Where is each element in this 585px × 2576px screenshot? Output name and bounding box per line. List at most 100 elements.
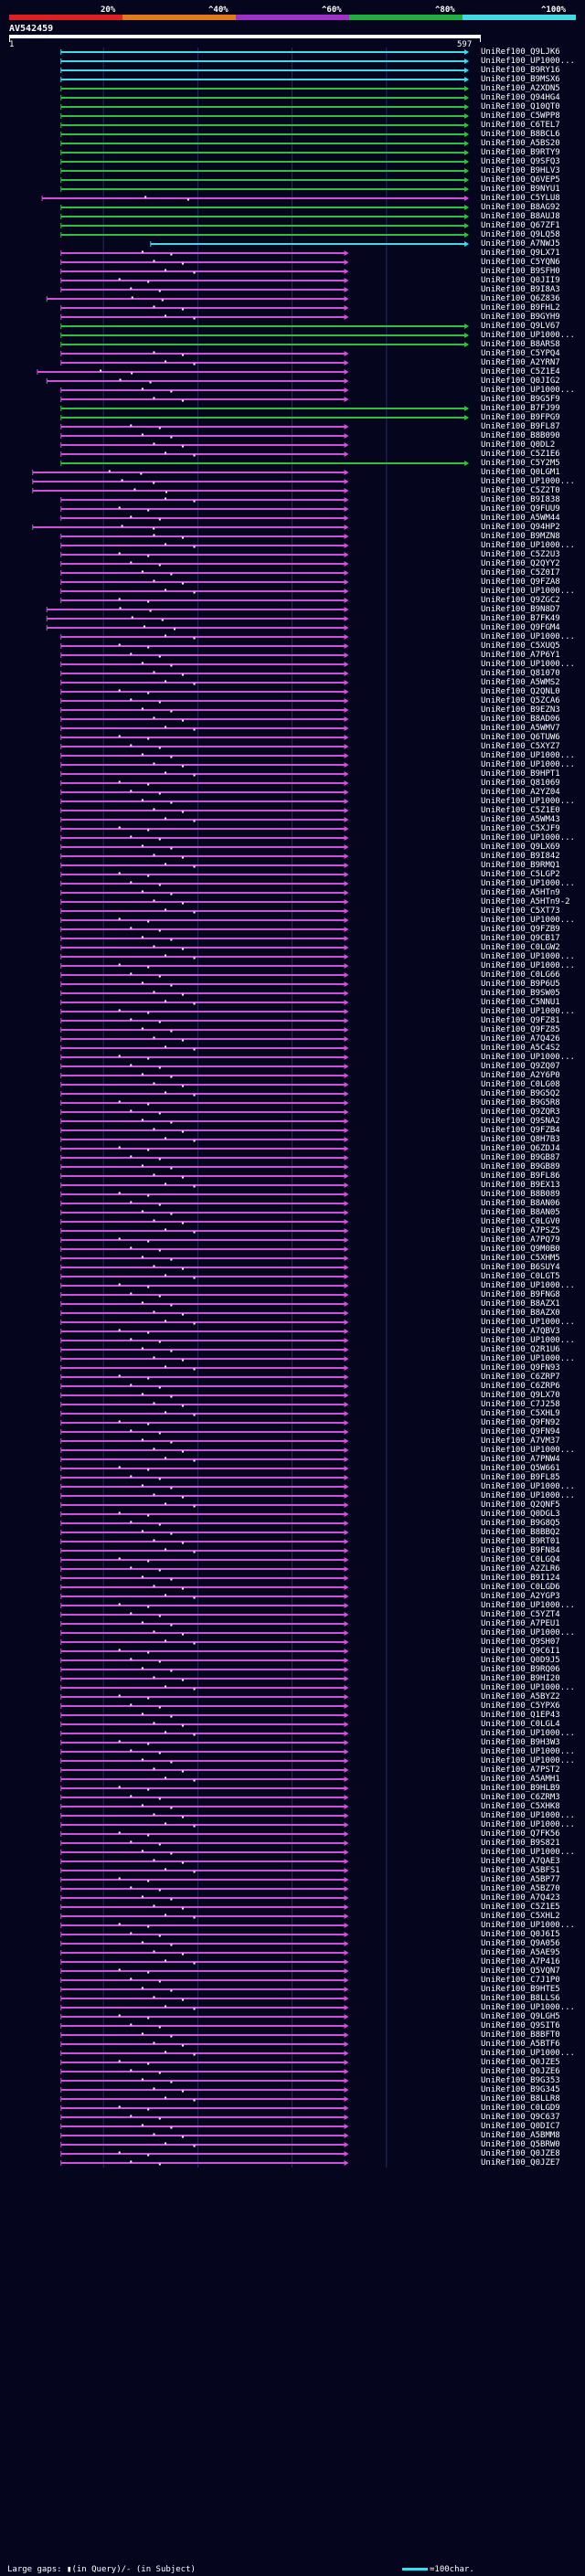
hit-row[interactable] [60, 461, 470, 466]
hit-label[interactable]: UniRef100_B9S821 [481, 1839, 560, 1848]
hit-row[interactable] [60, 104, 470, 110]
hit-label[interactable]: UniRef100_Q10QT0 [481, 102, 560, 111]
hit-row[interactable] [60, 945, 349, 950]
hit-label[interactable]: UniRef100_B9RQ06 [481, 1665, 560, 1674]
hit-row[interactable] [60, 1621, 349, 1627]
hit-label[interactable]: UniRef100_B9MZN8 [481, 532, 560, 541]
hit-row[interactable] [60, 680, 349, 685]
hit-label[interactable]: UniRef100_B9P6U5 [481, 980, 560, 989]
hit-row[interactable] [60, 1977, 349, 1983]
hit-row[interactable] [60, 1731, 349, 1736]
hit-row[interactable] [60, 936, 349, 941]
hit-row[interactable] [60, 1091, 349, 1097]
hit-label[interactable]: UniRef100_B9FPG9 [481, 413, 560, 422]
hit-row[interactable] [60, 95, 470, 101]
hit-row[interactable] [60, 113, 470, 119]
hit-row[interactable] [60, 1767, 349, 1773]
hit-row[interactable] [60, 1475, 349, 1480]
hit-label[interactable]: UniRef100_UP1000... [481, 1811, 575, 1820]
hit-row[interactable] [60, 1274, 349, 1279]
hit-label[interactable]: UniRef100_B9EZN3 [481, 705, 560, 715]
hit-label[interactable]: UniRef100_B6SUY4 [481, 1263, 560, 1272]
hit-row[interactable] [60, 1694, 349, 1700]
hit-row[interactable] [60, 1411, 349, 1416]
hit-row[interactable] [60, 1795, 349, 1800]
hit-label[interactable]: UniRef100_C5XHK8 [481, 1802, 560, 1811]
hit-label[interactable]: UniRef100_A5WMS2 [481, 678, 560, 687]
hit-row[interactable] [60, 972, 349, 978]
hit-label[interactable]: UniRef100_UP1000... [481, 1336, 575, 1345]
hit-label[interactable]: UniRef100_B8AZX0 [481, 1309, 560, 1318]
hit-row[interactable] [60, 433, 349, 439]
hit-label[interactable]: UniRef100_C5Z2T0 [481, 486, 560, 495]
hit-label[interactable]: UniRef100_B9I124 [481, 1574, 560, 1583]
hit-row[interactable] [60, 598, 349, 603]
hit-label[interactable]: UniRef100_C5Z0I7 [481, 568, 560, 578]
hit-label[interactable]: UniRef100_Q8H7B3 [481, 1135, 560, 1144]
hit-label[interactable]: UniRef100_B8BFT0 [481, 2030, 560, 2040]
hit-row[interactable] [60, 2160, 349, 2166]
hit-row[interactable] [60, 1676, 349, 1681]
hit-label[interactable]: UniRef100_UP1000... [481, 1007, 575, 1016]
hit-label[interactable]: UniRef100_UP1000... [481, 632, 575, 641]
hit-row[interactable] [60, 223, 470, 228]
hit-label[interactable]: UniRef100_C6ZRP7 [481, 1373, 560, 1382]
hit-label[interactable]: UniRef100_C5XYZ7 [481, 742, 560, 751]
hit-label[interactable]: UniRef100_Q9SFQ3 [481, 157, 560, 166]
hit-label[interactable]: UniRef100_Q9FZB4 [481, 1126, 560, 1135]
hit-label[interactable]: UniRef100_Q2QNF5 [481, 1500, 560, 1510]
hit-row[interactable] [60, 424, 349, 429]
hit-label[interactable]: UniRef100_UP1000... [481, 1683, 575, 1692]
hit-row[interactable] [60, 2105, 349, 2111]
hit-label[interactable]: UniRef100_C0LGV0 [481, 1217, 560, 1226]
hit-row[interactable] [60, 1447, 349, 1453]
hit-label[interactable]: UniRef100_Q67ZF1 [481, 221, 560, 230]
hit-row[interactable] [60, 1466, 349, 1471]
hit-row[interactable] [60, 1155, 349, 1161]
hit-row[interactable] [60, 689, 349, 694]
hit-label[interactable]: UniRef100_UP1000... [481, 952, 575, 961]
hit-row[interactable] [60, 844, 349, 850]
hit-row[interactable] [60, 863, 349, 868]
hit-row[interactable] [60, 1904, 349, 1910]
hit-row[interactable] [60, 250, 349, 256]
hit-label[interactable]: UniRef100_Q0JIG2 [481, 376, 560, 386]
hit-row[interactable] [60, 168, 470, 174]
hit-label[interactable]: UniRef100_A2YGP3 [481, 1592, 560, 1601]
hit-label[interactable]: UniRef100_Q9ZQR3 [481, 1108, 560, 1117]
hit-label[interactable]: UniRef100_Q9LX70 [481, 1391, 560, 1400]
hit-label[interactable]: UniRef100_Q0JZE7 [481, 2158, 560, 2168]
hit-label[interactable]: UniRef100_Q9SNA2 [481, 1117, 560, 1126]
hit-row[interactable] [60, 1703, 349, 1709]
hit-row[interactable] [60, 963, 349, 969]
hit-label[interactable]: UniRef100_UP1000... [481, 2003, 575, 2012]
hit-row[interactable] [60, 1557, 349, 1563]
hit-label[interactable]: UniRef100_B9I842 [481, 852, 560, 861]
hit-label[interactable]: UniRef100_UP1000... [481, 477, 575, 486]
hit-label[interactable]: UniRef100_Q6ZDJ4 [481, 1144, 560, 1153]
hit-row[interactable] [60, 570, 349, 576]
hit-row[interactable] [60, 122, 470, 128]
hit-row[interactable] [60, 534, 349, 539]
hit-label[interactable]: UniRef100_A5HTn9-2 [481, 897, 570, 906]
hit-label[interactable]: UniRef100_A2Y6P0 [481, 1071, 560, 1080]
hit-row[interactable] [60, 1667, 349, 1672]
hit-row[interactable] [60, 1420, 349, 1426]
hit-row[interactable] [60, 2142, 349, 2147]
hit-label[interactable]: UniRef100_Q6Z836 [481, 294, 560, 303]
hit-row[interactable] [60, 1237, 349, 1243]
hit-label[interactable]: UniRef100_UP1000... [481, 1318, 575, 1327]
hit-row[interactable] [60, 77, 470, 82]
hit-row[interactable] [60, 1118, 349, 1124]
hit-label[interactable]: UniRef100_B7FK49 [481, 614, 560, 623]
hit-row[interactable] [60, 826, 349, 832]
hit-row[interactable] [60, 1265, 349, 1270]
hit-label[interactable]: UniRef100_C5LGP2 [481, 870, 560, 879]
hit-label[interactable]: UniRef100_A5WM43 [481, 815, 560, 824]
hit-label[interactable]: UniRef100_B8LLS6 [481, 1994, 560, 2003]
hit-label[interactable]: UniRef100_C6TEL7 [481, 121, 560, 130]
hit-label[interactable]: UniRef100_C5Z1E0 [481, 806, 560, 815]
hit-row[interactable] [60, 1959, 349, 1965]
hit-row[interactable] [60, 2023, 349, 2029]
hit-label[interactable]: UniRef100_Q2QNL0 [481, 687, 560, 696]
